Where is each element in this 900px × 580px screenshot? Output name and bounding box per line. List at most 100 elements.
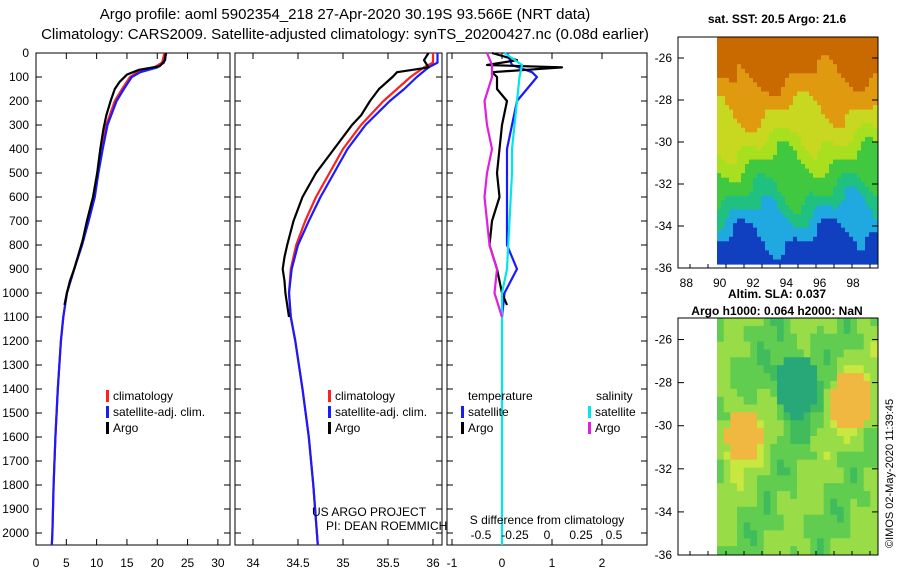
map-cell [869,191,874,197]
map-cell [733,218,738,224]
map-cell [817,37,822,43]
map-cell [769,91,774,97]
map-cell [781,132,786,138]
map-cell [781,195,786,201]
map-cell [783,459,791,469]
map-cell [849,41,854,47]
map-cell [769,141,774,147]
map-cell [781,109,786,115]
map-cell [797,50,802,56]
map-y-tick-label: -34 [655,219,673,233]
map-cell [810,498,818,508]
map-cell [821,105,826,111]
map-cell [765,68,770,74]
map-cell [717,209,722,215]
map-cell [813,223,818,229]
map-cell [823,318,831,327]
map-cell [777,475,785,484]
map-cell [769,41,774,47]
map-cell [869,50,874,56]
map-cell [830,522,838,531]
map-cell [721,127,726,133]
map-cell [825,259,830,265]
map-cell [823,530,831,539]
map-cell [793,227,798,233]
map-cell [829,123,834,129]
map-cell [753,218,758,224]
map-cell [821,127,826,133]
map-cell [733,141,738,147]
map-cell [733,173,738,179]
map-cell [765,259,770,265]
map-cell [863,341,871,351]
map-cell [761,159,766,165]
map-cell [729,127,734,133]
map-cell [765,168,770,174]
map-cell [805,159,810,165]
map-cell [785,200,790,206]
map-cell [810,396,818,406]
map-cell [777,254,782,260]
map-cell [729,218,734,224]
map-cell [863,522,871,531]
map-cell [730,436,738,445]
map-cell [769,105,774,111]
map-cell [761,55,766,61]
map-cell [723,325,731,335]
map-cell [750,404,758,413]
map-cell [849,55,854,61]
map-cell [809,195,814,201]
map-cell [823,420,831,429]
map-x-tick-label: 88 [680,276,694,290]
map-cell [741,173,746,179]
map-cell [861,164,866,170]
map-cell [777,380,785,390]
map-cell [865,241,870,247]
map-cell [863,436,871,445]
map-cell [717,55,722,61]
map-cell [743,451,751,461]
map-cell [741,123,746,129]
map-cell [825,159,830,165]
map-cell [753,195,758,201]
map-cell [810,357,818,366]
map-cell [717,483,725,492]
map-cell [763,341,771,351]
map-cell [833,136,838,142]
map-cell [853,82,858,88]
map-cell [757,123,762,129]
map-cell [841,59,846,65]
map-cell [773,132,778,138]
map-cell [823,396,831,406]
map-cell [857,341,865,351]
map-cell [863,349,871,358]
map-cell [833,91,838,97]
map-cell [817,177,822,183]
map-cell [717,200,722,206]
map-cell [785,195,790,201]
map-cell [797,132,802,138]
map-cell [737,118,742,124]
map-cell [837,333,845,343]
map-cell [783,530,791,539]
map-cell [769,227,774,233]
map-cell [837,86,842,92]
map-cell [793,141,798,147]
map-cell [737,109,742,115]
map-cell [797,318,805,327]
map-cell [823,388,831,398]
map-cell [850,459,858,469]
map-cell [769,59,774,65]
map-cell [817,396,825,406]
map-cell [763,396,771,406]
map-cell [773,250,778,256]
map-cell [809,164,814,170]
map-cell [821,177,826,183]
map-cell [717,118,722,124]
x-tick-label: 35.5 [376,556,400,570]
map-cell [861,245,866,251]
map-cell [733,77,738,83]
map-cell [723,522,731,531]
map-cell [841,100,846,106]
map-cell [857,459,865,469]
